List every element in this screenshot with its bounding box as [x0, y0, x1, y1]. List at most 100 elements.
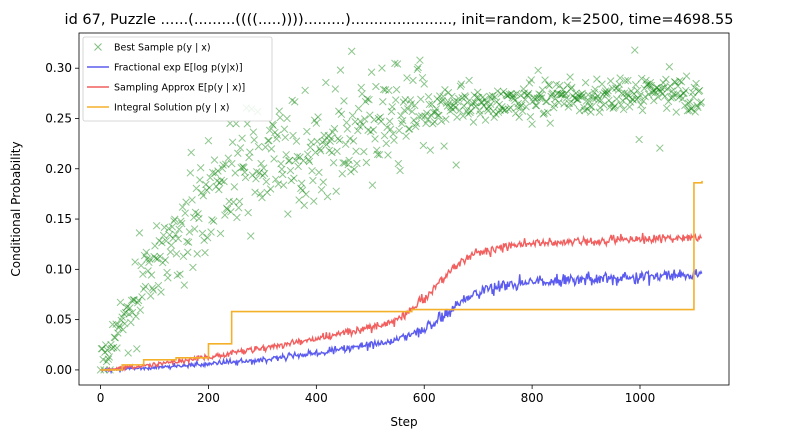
best-sample-point [631, 46, 639, 54]
x-tick-label: 1000 [625, 391, 656, 405]
best-sample-point [219, 161, 227, 169]
best-sample-point [238, 134, 246, 142]
best-sample-point [580, 103, 588, 112]
best-sample-point [294, 162, 302, 171]
best-sample-point [201, 248, 209, 257]
best-sample-point [214, 167, 222, 175]
x-tick-label: 400 [305, 391, 328, 405]
best-sample-point [544, 80, 553, 89]
best-sample-point [536, 94, 544, 103]
best-sample-point [540, 109, 548, 117]
best-sample-point [493, 87, 502, 95]
best-sample-point [618, 89, 626, 98]
best-sample-point [215, 185, 223, 194]
best-sample-point [108, 344, 116, 353]
best-sample-point [666, 82, 674, 90]
best-sample-point [204, 136, 213, 145]
best-sample-point [655, 85, 663, 94]
best-sample-point [486, 100, 495, 109]
best-sample-point [366, 111, 374, 119]
best-sample-point [102, 357, 111, 366]
best-sample-point [587, 108, 595, 116]
best-sample-point [318, 138, 327, 146]
best-sample-point [186, 169, 195, 177]
best-sample-point [373, 146, 381, 154]
best-sample-point [418, 73, 427, 82]
best-sample-point [433, 95, 441, 103]
best-sample-point [515, 113, 523, 121]
y-tick-label: 0.15 [45, 212, 72, 226]
best-sample-point [403, 74, 411, 82]
best-sample-point [225, 197, 233, 206]
best-sample-point [243, 120, 252, 128]
best-sample-point [682, 72, 691, 80]
best-sample-point [610, 103, 618, 111]
best-sample-point [141, 282, 150, 291]
best-sample-point [315, 168, 323, 177]
best-sample-point [467, 106, 475, 115]
best-sample-point [424, 93, 433, 101]
best-sample-point [534, 66, 542, 75]
best-sample-point [316, 146, 325, 155]
best-sample-point [155, 236, 164, 245]
best-sample-point [514, 99, 523, 108]
best-sample-point [490, 113, 498, 122]
best-sample-point [458, 93, 466, 102]
best-sample-point [142, 248, 151, 257]
best-sample-point [302, 190, 310, 198]
best-sample-point [392, 85, 401, 94]
best-sample-point [597, 96, 605, 104]
best-sample-point [550, 100, 559, 109]
best-sample-point [381, 86, 390, 94]
best-sample-point [537, 94, 546, 102]
best-sample-point [665, 63, 674, 71]
best-sample-point [557, 90, 566, 99]
best-sample-point [543, 97, 551, 106]
best-sample-point [602, 90, 611, 98]
best-sample-point [669, 90, 678, 98]
best-sample-point [364, 126, 372, 134]
best-sample-point [235, 197, 244, 206]
best-sample-point [209, 168, 217, 177]
best-sample-point [470, 91, 479, 99]
best-sample-point [453, 113, 461, 122]
best-sample-point [192, 184, 201, 193]
best-sample-point [668, 87, 676, 95]
best-sample-point [160, 223, 169, 232]
best-sample-point [451, 103, 460, 112]
x-tick-label: 800 [521, 391, 544, 405]
series-best-sample [96, 46, 706, 374]
best-sample-point [647, 81, 655, 90]
best-sample-point [417, 95, 425, 104]
best-sample-point [103, 346, 112, 355]
best-sample-point [562, 89, 570, 98]
best-sample-point [585, 97, 593, 105]
best-sample-point [297, 179, 306, 188]
best-sample-point [558, 90, 567, 99]
best-sample-point [642, 76, 650, 85]
best-sample-point [371, 135, 379, 143]
best-sample-point [650, 87, 659, 95]
best-sample-point [360, 147, 368, 156]
best-sample-point [303, 127, 311, 136]
best-sample-point [662, 104, 671, 112]
best-sample-point [484, 107, 492, 115]
best-sample-point [370, 115, 378, 124]
best-sample-point [145, 258, 153, 267]
best-sample-point [97, 345, 106, 353]
best-sample-point [572, 89, 580, 97]
best-sample-point [290, 174, 298, 183]
legend-label-fractional: Fractional exp E[log p(y|x)] [114, 63, 243, 74]
best-sample-point [286, 166, 295, 175]
best-sample-point [473, 93, 481, 102]
best-sample-point [143, 255, 151, 263]
best-sample-point [505, 105, 513, 114]
best-sample-point [590, 88, 599, 97]
best-sample-point [442, 115, 450, 124]
best-sample-point [553, 89, 561, 98]
legend-item-fractional: Fractional exp E[log p(y|x)] [87, 63, 243, 74]
best-sample-point [667, 94, 675, 102]
best-sample-point [128, 308, 137, 317]
best-sample-point [264, 137, 272, 145]
legend-box [82, 36, 273, 122]
